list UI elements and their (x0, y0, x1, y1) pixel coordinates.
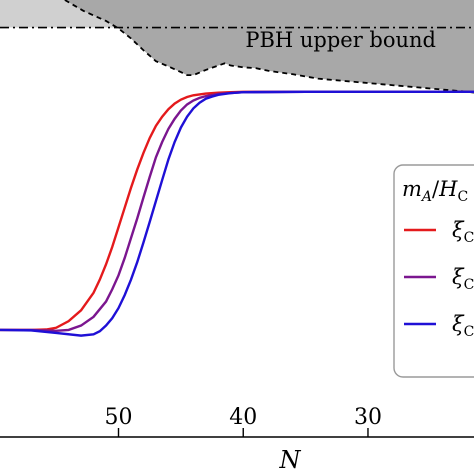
legend-label: ξC (452, 218, 474, 246)
x-ticks: 50 40 30 (105, 405, 382, 437)
legend-title: mA/HC (402, 177, 468, 205)
x-tick-label: 30 (354, 405, 382, 430)
x-tick-label: 40 (229, 405, 257, 430)
series-line-blue (0, 90, 474, 337)
legend-label: ξC (452, 312, 474, 340)
pbh-bound-label: PBH upper bound (245, 28, 436, 52)
legend: mA/HC ξC ξC ξC (393, 164, 474, 378)
x-axis-title: N (279, 446, 302, 474)
bound-curve-line (64, 0, 474, 94)
bound-curve-region (64, 0, 474, 93)
x-tick-label: 50 (105, 405, 133, 430)
legend-label: ξC (452, 265, 474, 293)
